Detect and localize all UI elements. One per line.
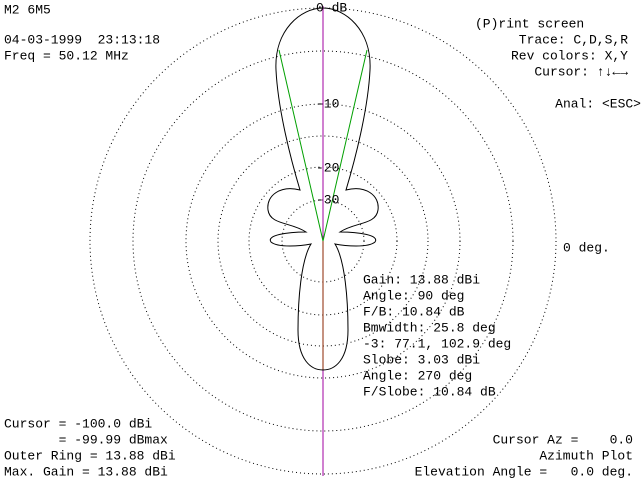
info-line: -3: 77.1, 102.9 deg (363, 336, 511, 351)
menu-item[interactable]: Cursor: ↑↓←→ (534, 64, 628, 79)
status-line: = -99.99 dBmax (4, 432, 168, 447)
ring (132, 50, 514, 432)
ring (89, 7, 557, 475)
info-line: Angle: 270 deg (363, 368, 472, 383)
info-line: Bmwidth: 25.8 deg (363, 320, 496, 335)
status-line: Cursor = -100.0 dBi (4, 416, 152, 431)
status-line: Cursor Az = 0.0 (493, 432, 633, 447)
status-line: Azimuth Plot (539, 448, 633, 463)
ring-label: -30 (316, 192, 339, 207)
menu-item[interactable]: Rev colors: X,Y (511, 48, 628, 63)
frequency: Freq = 50.12 MHz (4, 48, 129, 63)
status-line: Elevation Angle = 0.0 deg. (415, 464, 633, 479)
menu-item[interactable]: (P)rint screen (475, 16, 584, 31)
menu-item[interactable]: Trace: C,D,S,R (519, 32, 628, 47)
direction-label: 0 deg. (563, 240, 610, 255)
title: M2 6M5 (4, 2, 51, 17)
ring-label: -10 (316, 96, 339, 111)
status-line: Outer Ring = 13.88 dBi (4, 448, 176, 463)
status-line: Max. Gain = 13.88 dBi (4, 464, 168, 479)
menu-item[interactable]: Anal: <ESC> (555, 96, 641, 111)
pattern (267, 7, 379, 371)
info-line: Angle: 90 deg (363, 288, 464, 303)
ring (185, 103, 461, 379)
ring-label: 0 dB (316, 0, 347, 15)
beamwidth-line (278, 49, 324, 242)
beamwidth-line (322, 49, 368, 242)
polar-plot (89, 6, 557, 476)
datetime: 04-03-1999 23:13:18 (4, 32, 160, 47)
ring-label: -20 (316, 160, 339, 175)
footer-left: Cursor = -100.0 dBi = -99.99 dBmaxOuter … (4, 416, 176, 479)
info-line: F/Slobe: 10.84 dB (363, 384, 496, 399)
info-line: Gain: 13.88 dBi (363, 272, 480, 287)
info-line: F/B: 10.84 dB (363, 304, 465, 319)
info-line: Slobe: 3.03 dBi (363, 352, 480, 367)
